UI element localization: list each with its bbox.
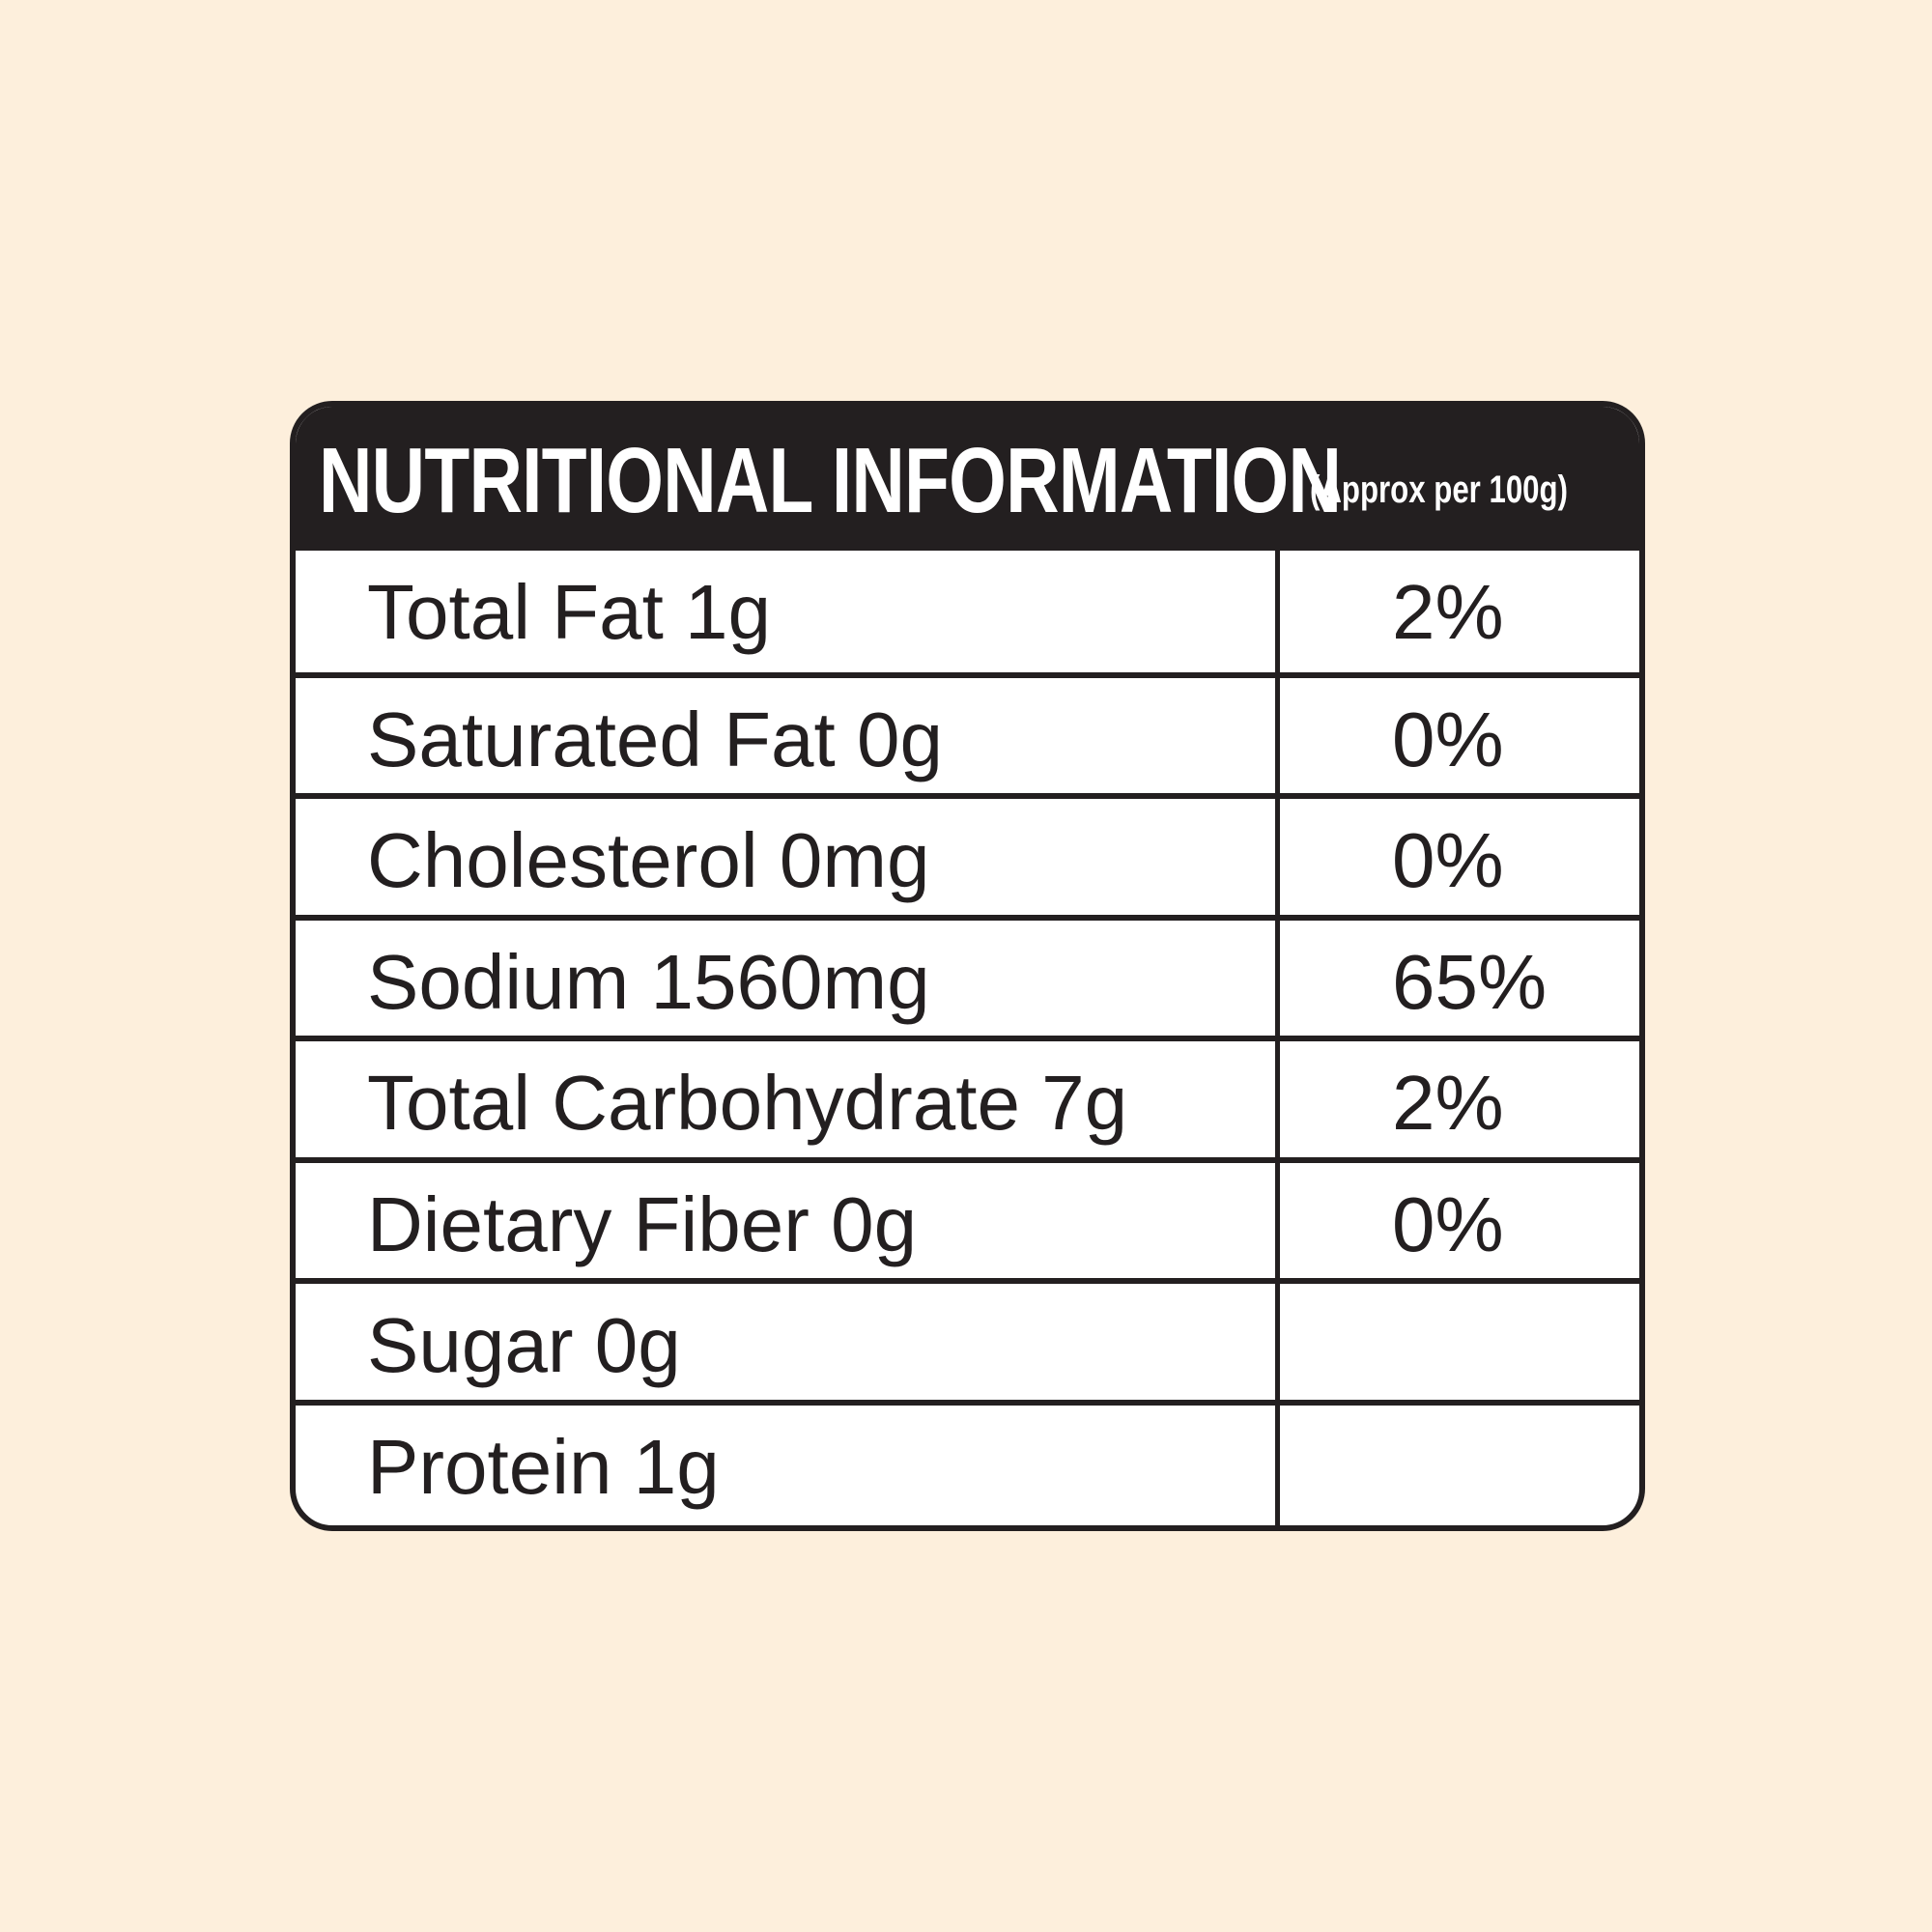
table-body: Total Fat 1g 2% Saturated Fat 0g 0% Choleste… xyxy=(296,551,1639,1525)
daily-value: 0% xyxy=(1392,1180,1504,1267)
nutrient-name: Saturated Fat 0g xyxy=(367,696,943,782)
daily-value: 65% xyxy=(1392,938,1548,1025)
table-row: Sodium 1560mg 65% xyxy=(296,914,1639,1037)
table-row: Saturated Fat 0g 0% xyxy=(296,671,1639,794)
daily-value: 2% xyxy=(1392,1060,1504,1146)
table-row: Total Fat 1g 2% xyxy=(296,551,1639,672)
table-subtitle: (Approx per 100g) xyxy=(1310,469,1568,511)
nutrient-name: Total Carbohydrate 7g xyxy=(367,1060,1128,1146)
daily-value: 0% xyxy=(1392,817,1504,903)
table-row: Dietary Fiber 0g 0% xyxy=(296,1156,1639,1279)
table-row: Sugar 0g xyxy=(296,1278,1639,1400)
table-header: NUTRITIONAL INFORMATION (Approx per 100g… xyxy=(296,407,1639,551)
column-divider xyxy=(1275,551,1280,1525)
daily-value: 0% xyxy=(1392,696,1504,782)
table-row: Total Carbohydrate 7g 2% xyxy=(296,1036,1639,1157)
table-row: Cholesterol 0mg 0% xyxy=(296,793,1639,915)
daily-value: 2% xyxy=(1392,569,1504,655)
table-row: Protein 1g xyxy=(296,1399,1639,1521)
nutrient-name: Cholesterol 0mg xyxy=(367,817,930,903)
nutrient-name: Total Fat 1g xyxy=(367,569,772,655)
table-title: NUTRITIONAL INFORMATION xyxy=(319,429,1342,532)
nutrient-name: Sodium 1560mg xyxy=(367,938,930,1025)
nutrient-name: Sugar 0g xyxy=(367,1302,681,1388)
nutrient-name: Dietary Fiber 0g xyxy=(367,1180,918,1267)
nutrient-name: Protein 1g xyxy=(367,1423,720,1510)
nutrition-table: NUTRITIONAL INFORMATION (Approx per 100g… xyxy=(290,401,1645,1531)
